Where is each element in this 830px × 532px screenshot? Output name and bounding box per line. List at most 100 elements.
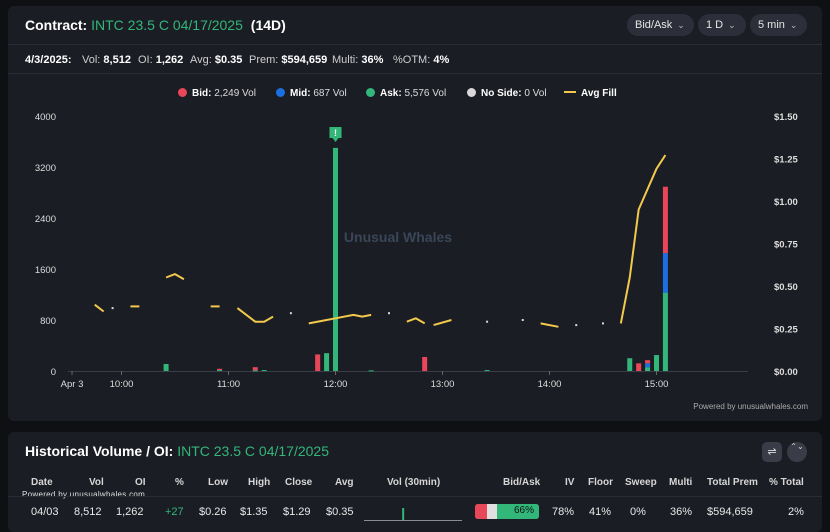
avg-fill-point	[388, 312, 390, 315]
bid-ask-bid-portion	[475, 504, 487, 519]
col-vol30[interactable]: Vol (30min)	[387, 477, 441, 488]
col-sweep[interactable]: Sweep	[625, 477, 657, 488]
history-contract: INTC 23.5 C 04/17/2025	[177, 443, 329, 459]
contract-title: Contract: INTC 23.5 C 04/17/2025 (14D)	[25, 17, 286, 33]
col-close[interactable]: Close	[285, 477, 313, 488]
volume-bar-ask	[261, 370, 267, 372]
history-panel: Historical Volume / OI: INTC 23.5 C 04/1…	[8, 432, 822, 532]
legend-bid[interactable]: Bid: 2,249 Vol	[178, 88, 256, 99]
stat-avg: Avg: $0.35	[190, 54, 243, 66]
bid-ask-ask-portion	[497, 504, 539, 519]
avg-fill-line	[433, 319, 452, 327]
side-dropdown-label: Bid/Ask	[635, 19, 673, 31]
bid-ask-percent: 66%	[513, 505, 534, 516]
volume-bar-mid	[645, 363, 651, 368]
col-date[interactable]: Date	[31, 477, 53, 488]
cell-multi: 36%	[670, 506, 693, 518]
chart-header: Contract: INTC 23.5 C 04/17/2025 (14D) B…	[8, 6, 822, 45]
avg-fill-line	[94, 303, 105, 313]
y-right-tick-label: $0.25	[774, 325, 798, 336]
vol30-sparkline	[364, 508, 462, 521]
legend-avg-fill[interactable]: Avg Fill	[564, 88, 617, 99]
interval-dropdown[interactable]: 5 min ⌄	[750, 14, 807, 36]
y-right-tick-label: $0.50	[774, 282, 798, 293]
mid-dot-icon	[276, 88, 285, 97]
legend-mid[interactable]: Mid: 687 Vol	[276, 88, 347, 99]
cell-total-prem: $594,659	[707, 506, 753, 518]
cell-low: $0.26	[199, 506, 227, 518]
col-avg[interactable]: Avg	[335, 477, 354, 488]
volume-bar-bid	[422, 356, 428, 371]
watermark: Unusual Whales	[344, 229, 452, 245]
range-dropdown[interactable]: 1 D ⌄	[698, 14, 746, 36]
chevron-down-icon: ⌄	[728, 20, 736, 30]
col-oi[interactable]: OI	[135, 477, 146, 488]
col-pct[interactable]: %	[175, 477, 184, 488]
cell-pct-total: 2%	[788, 506, 804, 518]
col-high[interactable]: High	[248, 477, 271, 488]
volume-bar-bid	[252, 367, 258, 371]
powered-by: Powered by unusualwhales.com	[693, 402, 808, 411]
stat-multi: Multi: 36%	[332, 54, 384, 66]
col-vol[interactable]: Vol	[89, 477, 104, 488]
expand-button[interactable]: ⌃⌄	[787, 442, 807, 462]
stat-otm: %OTM: 4%	[393, 54, 450, 66]
x-tick-label: 13:00	[431, 379, 455, 390]
avg-fill-point	[602, 322, 604, 325]
x-tick-label: 10:00	[110, 379, 134, 390]
col-multi[interactable]: Multi	[669, 477, 693, 488]
stat-prem: Prem: $594,659	[249, 54, 328, 66]
cell-floor: 41%	[589, 506, 612, 518]
history-title-label: Historical Volume / OI:	[25, 443, 174, 459]
cell-iv: 78%	[552, 506, 575, 518]
range-dropdown-label: 1 D	[706, 19, 724, 31]
contract-name: INTC 23.5 C 04/17/2025	[91, 17, 243, 33]
stat-vol: Vol: 8,512	[82, 54, 131, 66]
contract-days: (14D)	[250, 17, 286, 33]
legend-no-side[interactable]: No Side: 0 Vol	[467, 88, 547, 99]
avg-fill-line	[540, 322, 559, 328]
col-floor[interactable]: Floor	[588, 477, 613, 488]
x-tick-label: 14:00	[538, 379, 562, 390]
y-left-tick-label: 0	[51, 367, 56, 378]
volume-bar-ask	[163, 363, 169, 371]
history-title: Historical Volume / OI: INTC 23.5 C 04/1…	[25, 443, 329, 459]
cell-sweep: 0%	[630, 506, 646, 518]
col-bidask[interactable]: Bid/Ask	[503, 477, 541, 488]
volume-bar-ask	[645, 367, 651, 371]
avg-fill-point	[486, 320, 489, 323]
table-divider	[8, 496, 822, 497]
legend-ask[interactable]: Ask: 5,576 Vol	[366, 88, 446, 99]
volume-bar-ask	[484, 370, 490, 372]
y-right-tick-label: $0.00	[774, 367, 798, 378]
cell-close: $1.29	[283, 506, 311, 518]
volume-bar-mid	[662, 253, 668, 293]
side-dropdown[interactable]: Bid/Ask ⌄	[627, 14, 694, 36]
x-tick-label: Apr 3	[61, 379, 84, 390]
chevron-down-icon: ⌄	[789, 20, 798, 30]
col-total-prem[interactable]: Total Prem	[707, 477, 758, 488]
col-low[interactable]: Low	[208, 477, 228, 488]
contract-label: Contract:	[25, 17, 88, 33]
volume-bar-bid	[315, 354, 321, 371]
alert-marker-icon	[329, 127, 342, 142]
volume-bar-bid	[662, 186, 668, 254]
bid-ask-mid-portion	[487, 504, 497, 519]
cell-avg: $0.35	[326, 506, 354, 518]
volume-bar-ask	[368, 370, 374, 372]
cell-oi: 1,262	[116, 506, 144, 518]
avg-fill-line	[308, 313, 372, 325]
col-pct-total[interactable]: % Total	[769, 477, 804, 488]
ask-dot-icon	[366, 88, 375, 97]
volume-chart: Unusual Whales 4000 3200 2400 1600 800 0 $1.50 $…	[35, 112, 799, 390]
filter-button[interactable]: ⇌	[762, 442, 782, 462]
cell-date: 04/03	[31, 506, 59, 518]
volume-bar-ask	[627, 358, 633, 371]
history-powered-by: Powered by unusualwhales.com	[22, 490, 146, 499]
cell-high: $1.35	[240, 506, 268, 518]
interval-dropdown-label: 5 min	[758, 19, 785, 31]
stats-bar: 4/3/2025: Vol: 8,512 OI: 1,262 Avg: $0.3…	[8, 45, 822, 74]
col-iv[interactable]: IV	[565, 477, 575, 488]
y-right-tick-label: $0.75	[774, 240, 798, 251]
avg-fill-point	[111, 307, 114, 310]
